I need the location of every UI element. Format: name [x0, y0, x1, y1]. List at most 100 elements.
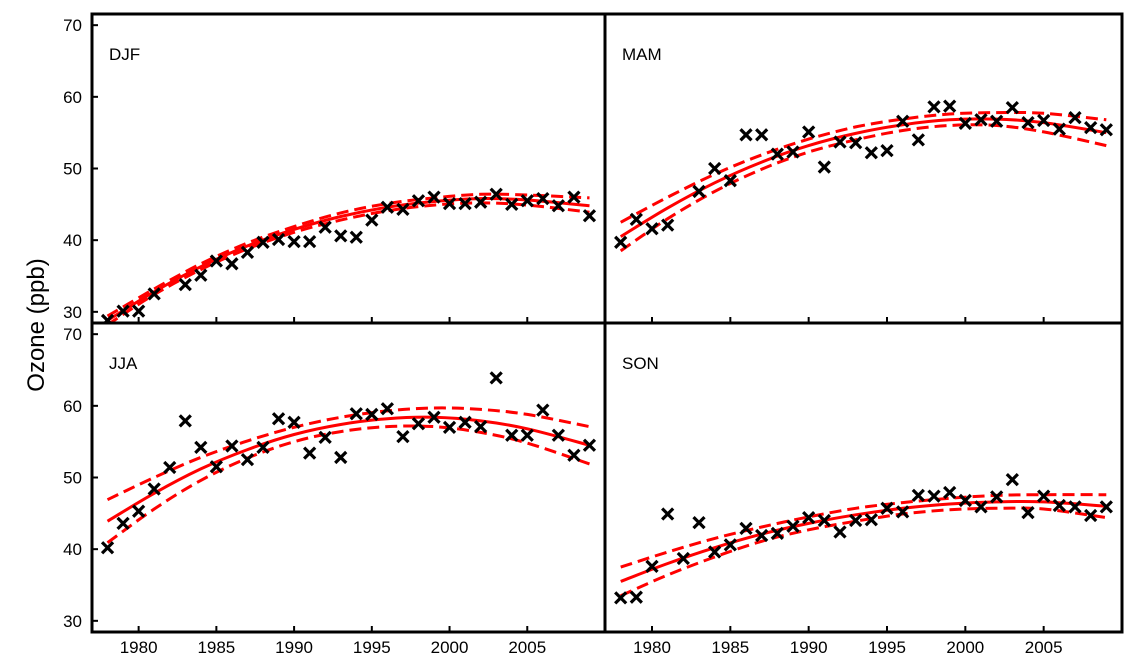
data-point	[365, 407, 379, 422]
data-point	[990, 114, 1004, 128]
data-point	[551, 428, 565, 442]
y-tick-label: 70	[63, 16, 82, 35]
data-point	[1005, 473, 1019, 487]
data-point	[349, 230, 363, 244]
x-tick-label: 2000	[946, 638, 984, 657]
data-point	[755, 528, 769, 543]
data-points	[100, 371, 597, 555]
data-point	[708, 161, 722, 176]
data-point	[1084, 508, 1098, 523]
data-point	[1099, 123, 1113, 137]
data-point	[194, 440, 208, 455]
data-point	[786, 519, 800, 533]
data-point	[645, 222, 659, 236]
data-point	[380, 200, 394, 214]
y-tick-label: 50	[63, 160, 82, 179]
x-tick-label: 1985	[197, 638, 235, 657]
data-point	[209, 254, 223, 268]
data-point	[676, 551, 690, 566]
fit-upper-bound	[106, 192, 590, 318]
fit-upper-bound	[619, 110, 1107, 224]
data-point	[303, 446, 317, 460]
data-point	[489, 371, 503, 385]
x-tick-label: 1995	[353, 638, 391, 657]
data-point	[911, 488, 925, 503]
fit-lines	[106, 406, 590, 544]
data-point	[271, 412, 286, 426]
panel-label: SON	[622, 354, 659, 373]
data-point	[927, 100, 941, 114]
fit-line	[106, 415, 590, 523]
data-point	[458, 415, 472, 429]
fit-lower-bound	[620, 506, 1107, 598]
data-point	[739, 521, 753, 536]
data-point	[396, 430, 410, 444]
data-point	[880, 501, 894, 515]
data-point	[1021, 505, 1035, 520]
data-point	[833, 135, 847, 149]
data-point	[240, 245, 255, 259]
data-point	[896, 114, 910, 128]
data-point	[1021, 116, 1035, 130]
data-point	[582, 209, 597, 223]
data-point	[833, 525, 847, 539]
panel-label: DJF	[109, 45, 140, 64]
data-point	[880, 143, 894, 158]
x-tick-label: 2005	[1025, 638, 1063, 657]
y-tick-label: 50	[63, 469, 82, 488]
data-point	[629, 590, 643, 604]
data-point	[178, 277, 192, 292]
data-point	[256, 440, 270, 455]
data-point	[629, 212, 643, 227]
data-point	[1099, 500, 1113, 514]
y-tick-label: 60	[63, 397, 82, 416]
data-point	[303, 234, 317, 249]
data-point	[692, 184, 706, 199]
y-axis-title: Ozone (ppb)	[23, 258, 50, 391]
data-point	[100, 313, 115, 323]
data-point	[755, 128, 769, 142]
data-point	[442, 196, 457, 211]
data-point	[817, 513, 831, 528]
data-point	[974, 500, 988, 514]
x-tick-label: 1980	[633, 638, 671, 657]
y-tick-label: 70	[63, 325, 82, 344]
fit-lines	[620, 493, 1107, 598]
y-tick-label: 40	[63, 231, 82, 250]
data-point	[849, 136, 863, 150]
data-point	[505, 197, 519, 211]
data-point	[708, 545, 722, 559]
y-tick-label: 30	[63, 303, 82, 322]
data-point	[567, 448, 581, 462]
data-point	[427, 190, 441, 204]
data-point	[147, 482, 161, 496]
data-point	[1084, 121, 1098, 135]
x-tick-label: 1985	[711, 638, 749, 657]
fit-line	[619, 117, 1107, 238]
data-point	[380, 402, 394, 416]
data-point	[505, 428, 519, 442]
y-tick-label: 40	[63, 540, 82, 559]
data-point	[132, 504, 146, 518]
data-point	[943, 485, 957, 500]
y-tick-label: 30	[63, 612, 82, 631]
panel-djf: 30 40 50 60 70 DJF	[63, 16, 597, 323]
data-point	[489, 187, 503, 201]
data-point	[849, 513, 863, 528]
data-point	[287, 415, 301, 429]
data-point	[723, 174, 737, 188]
data-point	[194, 268, 208, 282]
data-points	[614, 473, 1113, 605]
data-point	[1005, 100, 1019, 115]
data-point	[225, 257, 239, 271]
data-point	[723, 538, 737, 552]
data-point	[661, 507, 675, 521]
data-point	[334, 229, 348, 243]
data-point	[163, 460, 177, 475]
data-point	[474, 419, 488, 434]
data-point	[974, 113, 988, 127]
data-point	[770, 147, 784, 161]
x-tick-label: 1995	[868, 638, 906, 657]
panel-son: 1980 1985 1990 1995 2000 2005 SON	[614, 354, 1113, 657]
